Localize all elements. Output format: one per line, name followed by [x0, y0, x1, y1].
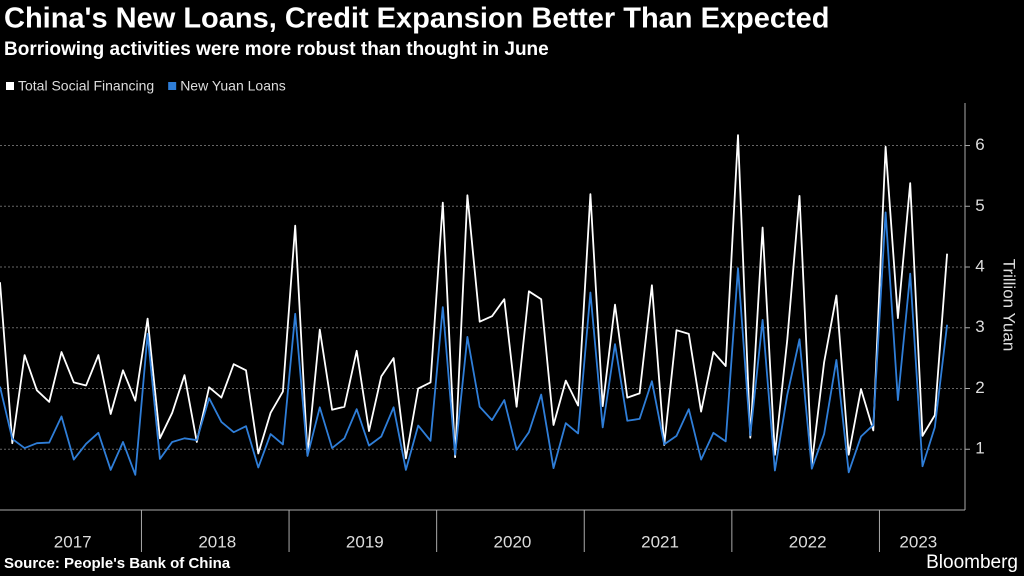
source: Source: People's Bank of China [4, 555, 231, 572]
x-tick-label: 2018 [198, 532, 236, 551]
legend-swatch [168, 82, 177, 90]
y-tick-label: 1 [975, 439, 984, 458]
x-tick-label: 2017 [54, 532, 92, 551]
series-line [0, 134, 948, 465]
y-tick-label: 4 [975, 256, 984, 275]
y-tick-label: 3 [975, 317, 984, 336]
chart-subtitle: Borriowing activities were more robust t… [4, 39, 549, 60]
legend-label: Total Social Financing [18, 78, 154, 94]
x-tick-label: 2019 [346, 532, 384, 551]
x-tick-label: 2022 [789, 532, 827, 551]
y-tick-label: 5 [975, 196, 984, 215]
x-tick-label: 2023 [899, 532, 937, 551]
y-axis-label: Trillion Yuan [1000, 259, 1019, 352]
legend-label: New Yuan Loans [180, 78, 286, 94]
legend-swatch [6, 82, 14, 90]
x-tick-label: 2020 [494, 532, 532, 551]
x-tick-label: 2021 [641, 532, 679, 551]
series-line [0, 211, 948, 476]
brand: Bloomberg [926, 552, 1018, 573]
y-tick-label: 6 [975, 135, 984, 154]
y-tick-label: 2 [975, 378, 984, 397]
chart-title: China's New Loans, Credit Expansion Bett… [4, 3, 830, 35]
